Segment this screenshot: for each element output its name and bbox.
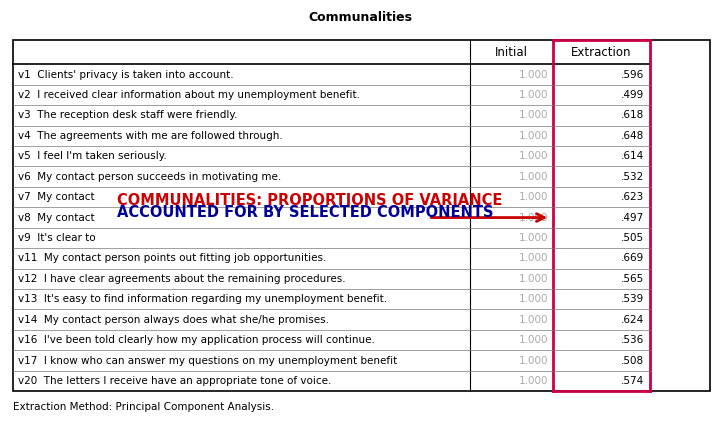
Text: 1.000: 1.000 — [519, 233, 549, 243]
Text: v20  The letters I receive have an appropriate tone of voice.: v20 The letters I receive have an approp… — [18, 376, 331, 386]
Text: v11  My contact person points out fitting job opportunities.: v11 My contact person points out fitting… — [18, 254, 326, 263]
Text: 1.000: 1.000 — [519, 356, 549, 365]
Text: .536: .536 — [621, 335, 644, 345]
Text: 1.000: 1.000 — [519, 151, 549, 161]
Text: v5  I feel I'm taken seriously.: v5 I feel I'm taken seriously. — [18, 151, 167, 161]
Text: 1.000: 1.000 — [519, 90, 549, 100]
Text: .565: .565 — [621, 274, 644, 284]
Text: 1.000: 1.000 — [519, 192, 549, 202]
Text: .596: .596 — [621, 70, 644, 79]
Text: .623: .623 — [621, 192, 644, 202]
Text: 1.000: 1.000 — [519, 172, 549, 182]
Text: v17  I know who can answer my questions on my unemployment benefit: v17 I know who can answer my questions o… — [18, 356, 397, 365]
Text: v1  Clients' privacy is taken into account.: v1 Clients' privacy is taken into accoun… — [18, 70, 233, 79]
Text: .618: .618 — [621, 111, 644, 120]
Text: v12  I have clear agreements about the remaining procedures.: v12 I have clear agreements about the re… — [18, 274, 346, 284]
Text: .669: .669 — [621, 254, 644, 263]
Text: 1.000: 1.000 — [519, 274, 549, 284]
Text: 1.000: 1.000 — [519, 111, 549, 120]
Text: 1.000: 1.000 — [519, 254, 549, 263]
Text: .539: .539 — [621, 294, 644, 304]
Text: .497: .497 — [621, 213, 644, 222]
Text: v16  I've been told clearly how my application process will continue.: v16 I've been told clearly how my applic… — [18, 335, 375, 345]
Text: 1.000: 1.000 — [519, 70, 549, 79]
Text: Extraction: Extraction — [571, 46, 632, 59]
Text: Communalities: Communalities — [308, 11, 412, 24]
Text: .574: .574 — [621, 376, 644, 386]
Text: v3  The reception desk staff were friendly.: v3 The reception desk staff were friendl… — [18, 111, 238, 120]
Text: .508: .508 — [621, 356, 644, 365]
Text: v13  It's easy to find information regarding my unemployment benefit.: v13 It's easy to find information regard… — [18, 294, 387, 304]
Text: 1.000: 1.000 — [519, 376, 549, 386]
Text: .624: .624 — [621, 315, 644, 325]
Text: v9  It's clear to: v9 It's clear to — [18, 233, 96, 243]
Text: 1.000: 1.000 — [519, 315, 549, 325]
Text: .505: .505 — [621, 233, 644, 243]
Text: .614: .614 — [621, 151, 644, 161]
Text: v4  The agreements with me are followed through.: v4 The agreements with me are followed t… — [18, 131, 283, 141]
Text: 1.000: 1.000 — [519, 213, 549, 222]
Text: 1.000: 1.000 — [519, 294, 549, 304]
Text: 1.000: 1.000 — [519, 335, 549, 345]
Text: .532: .532 — [621, 172, 644, 182]
Text: ACCOUNTED FOR BY SELECTED COMPONENTS: ACCOUNTED FOR BY SELECTED COMPONENTS — [117, 205, 494, 220]
Text: Extraction Method: Principal Component Analysis.: Extraction Method: Principal Component A… — [13, 402, 274, 412]
Text: v6  My contact person succeeds in motivating me.: v6 My contact person succeeds in motivat… — [18, 172, 282, 182]
Text: 1.000: 1.000 — [519, 131, 549, 141]
Text: v8  My contact: v8 My contact — [18, 213, 94, 222]
Text: Initial: Initial — [495, 46, 528, 59]
Text: v2  I received clear information about my unemployment benefit.: v2 I received clear information about my… — [18, 90, 360, 100]
Text: v14  My contact person always does what she/he promises.: v14 My contact person always does what s… — [18, 315, 329, 325]
Text: .648: .648 — [621, 131, 644, 141]
Text: COMMUNALITIES: PROPORTIONS OF VARIANCE: COMMUNALITIES: PROPORTIONS OF VARIANCE — [117, 193, 503, 208]
Text: .499: .499 — [621, 90, 644, 100]
Text: v7  My contact: v7 My contact — [18, 192, 94, 202]
